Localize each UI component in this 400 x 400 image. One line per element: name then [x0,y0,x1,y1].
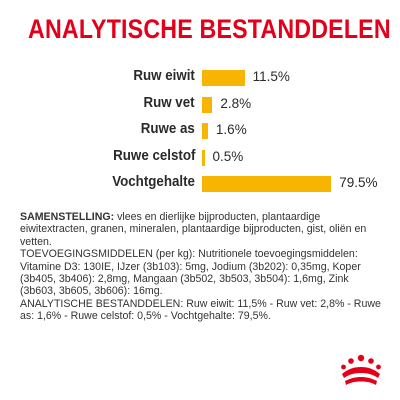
analytics-row: Ruw vet 2.8% [0,93,400,117]
toevoegingsmiddelen-text: TOEVOEGINGSMIDDELEN (per kg): Nutritione… [20,248,361,298]
analytics-row: Vochtgehalte 79.5% [0,172,400,196]
analytics-bar [202,70,245,86]
analytics-value: 79.5% [339,175,378,190]
analytics-bar [202,149,205,166]
analytics-value: 1.6% [215,122,247,137]
analytics-label: Ruw eiwit [133,68,195,84]
analytics-row: Ruwe celstof 0.5% [0,146,400,170]
royal-canin-crown-logo [341,354,381,385]
analytics-label: Vochtgehalte [112,174,195,190]
analytics-row: Ruwe as 1.6% [0,119,400,143]
analytics-label: Ruw vet [143,94,195,111]
analytics-label: Ruwe as [140,121,195,137]
analytics-value: 11.5% [252,69,290,84]
analytische-text: ANALYTISCHE BESTANDDELEN: Ruw eiwit: 11,… [20,297,381,323]
analytics-bar [202,176,332,192]
composition-text: SAMENSTELLING: vlees en dierlijke bijpro… [20,211,386,323]
samenstelling-key: SAMENSTELLING: [20,211,115,223]
analytics-bar [202,123,208,139]
analytics-value: 0.5% [212,148,244,164]
page-title: ANALYTISCHE BESTANDDELEN [28,14,391,44]
analytics-row: Ruw eiwit 11.5% [0,66,400,90]
samenstelling-text: vlees en dierlijke bijproducten, plantaa… [20,211,367,248]
analytics-value: 2.8% [220,95,252,111]
analytics-bar [202,96,213,113]
analytics-label: Ruwe celstof [112,147,195,164]
